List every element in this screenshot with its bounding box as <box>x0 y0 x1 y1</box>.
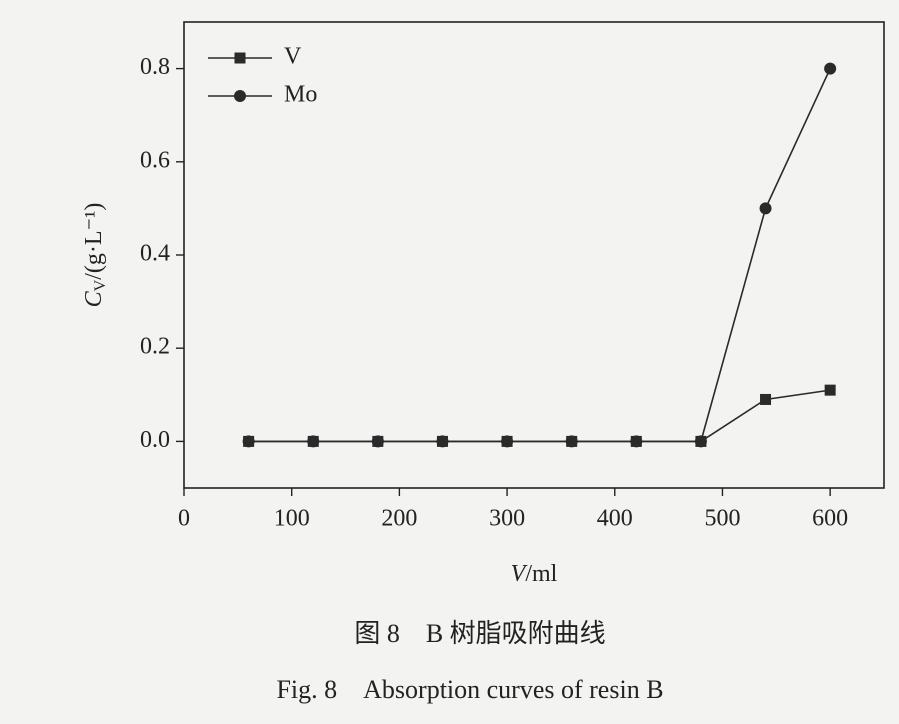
x-tick-label: 0 <box>178 506 190 532</box>
caption-english: Fig. 8 Absorption curves of resin B <box>276 675 663 704</box>
y-tick-label: 0.2 <box>140 334 170 360</box>
y-tick-label: 0.6 <box>140 147 170 173</box>
legend-marker <box>234 52 246 64</box>
y-tick-label: 0.0 <box>140 427 170 453</box>
x-tick-label: 300 <box>489 506 525 532</box>
legend-label: Mo <box>284 82 317 108</box>
y-label-unit: /(g·L⁻¹) <box>81 203 107 280</box>
point <box>824 384 836 396</box>
legend-marker <box>234 90 246 102</box>
point <box>501 435 514 448</box>
legend-label: V <box>284 44 302 70</box>
y-tick-label: 0.8 <box>140 54 170 80</box>
x-tick-label: 600 <box>812 506 848 532</box>
point <box>307 435 320 448</box>
point <box>824 62 837 75</box>
y-label-symbol: C <box>81 290 107 307</box>
y-label-subscript: V <box>92 279 109 291</box>
x-axis-label: V/ml <box>511 561 558 587</box>
y-tick-label: 0.4 <box>140 241 170 267</box>
x-tick-label: 500 <box>704 506 740 532</box>
point <box>759 202 772 215</box>
point <box>565 435 578 448</box>
x-label-symbol: V <box>511 561 528 587</box>
x-tick-label: 200 <box>381 506 417 532</box>
caption-chinese: 图 8 B 树脂吸附曲线 <box>354 619 605 648</box>
point <box>760 393 772 405</box>
point <box>630 435 643 448</box>
series-line <box>248 68 831 443</box>
point <box>242 435 255 448</box>
x-tick-label: 400 <box>597 506 633 532</box>
point <box>436 435 449 448</box>
point <box>371 435 384 448</box>
x-label-unit: /ml <box>525 561 557 587</box>
y-axis-label: CV/(g·L⁻¹) <box>81 203 109 308</box>
series-line <box>248 389 831 443</box>
point <box>694 435 707 448</box>
x-tick-label: 100 <box>274 506 310 532</box>
